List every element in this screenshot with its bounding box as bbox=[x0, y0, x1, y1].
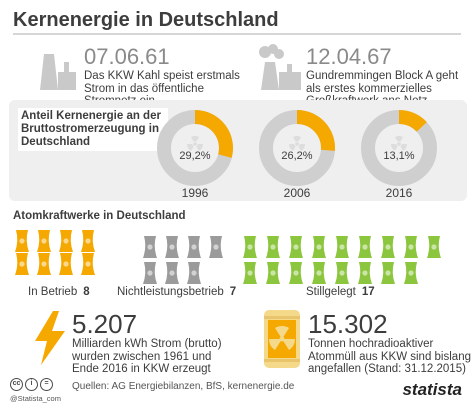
radiation-icon bbox=[391, 136, 407, 151]
radiation-icon bbox=[289, 136, 305, 151]
cooling-tower-icon bbox=[81, 230, 95, 252]
cooling-tower-icon bbox=[15, 253, 29, 275]
cooling-tower-icon bbox=[187, 262, 201, 284]
cooling-tower-icon bbox=[335, 262, 349, 284]
donut-2006: 26,2% bbox=[259, 110, 335, 186]
cooling-tower-icon bbox=[143, 236, 157, 258]
legend-non-power-operation: Nichtleistungsbetrieb 7 bbox=[117, 286, 236, 298]
cooling-tower-icon bbox=[312, 262, 326, 284]
share-label: Anteil Kernenergie an der Bruttostromerz… bbox=[18, 108, 168, 151]
donut-year: 2006 bbox=[283, 186, 311, 200]
radiation-icon bbox=[187, 136, 203, 151]
cooling-tower-icon bbox=[37, 230, 51, 252]
stat-waste-value: 15.302 bbox=[308, 309, 388, 339]
donut-share-arc bbox=[194, 110, 233, 158]
cooling-tower-icon bbox=[266, 262, 280, 284]
license-icons: cc i = bbox=[10, 378, 53, 391]
stat-text-line: Milliarden kWh Strom (brutto) bbox=[72, 338, 222, 350]
no-derivatives-icon: = bbox=[40, 378, 53, 391]
cooling-tower-icon bbox=[243, 236, 257, 258]
legend-name: Stillgelegt bbox=[306, 286, 356, 298]
cooling-tower-icon bbox=[312, 236, 326, 258]
cooling-tower-icon bbox=[289, 236, 303, 258]
stat-waste-text: Tonnen hochradioaktiver Atommüll aus KKW… bbox=[308, 338, 471, 376]
page-title: Kernenergie in Deutschland bbox=[13, 9, 279, 31]
cooling-tower-icon bbox=[358, 236, 372, 258]
donut-value-label: 29,2% bbox=[179, 150, 210, 162]
fact-text-line: als erstes kommerzielles bbox=[306, 82, 432, 95]
cooling-tower-icon bbox=[381, 262, 395, 284]
donut-share-arc bbox=[398, 110, 427, 133]
legend-in-operation: In Betrieb 8 bbox=[28, 286, 90, 298]
fact-date: 07.06.61 bbox=[84, 44, 170, 69]
cooling-tower-icon bbox=[59, 253, 73, 275]
fact-text-line: Strom in das öffentliche bbox=[84, 82, 204, 95]
fact-first-feed-in: 07.06.61 Das KKW Kahl speist erstmals St… bbox=[84, 46, 240, 108]
fact-date: 12.04.67 bbox=[306, 44, 392, 69]
legend-name: In Betrieb bbox=[28, 286, 78, 298]
statista-logo: statista bbox=[402, 380, 462, 399]
stat-text-line: wurden zwischen 1961 und bbox=[72, 350, 212, 363]
cooling-tower-icon bbox=[289, 262, 303, 284]
plant-icon-grid bbox=[15, 230, 441, 284]
cooling-tower-icon bbox=[81, 253, 95, 275]
cooling-tower-icon bbox=[165, 236, 179, 258]
stat-text-line: Ende 2016 in KKW erzeugt bbox=[72, 363, 211, 375]
cooling-tower-icon bbox=[243, 262, 257, 284]
legend-count: 17 bbox=[361, 286, 375, 298]
legend-count: 7 bbox=[229, 286, 237, 298]
stat-electricity-text: Milliarden kWh Strom (brutto) wurden zwi… bbox=[72, 338, 222, 376]
cooling-tower-icon bbox=[358, 262, 372, 284]
cooling-tower-icon bbox=[335, 236, 349, 258]
cc-icon: cc bbox=[10, 378, 23, 391]
cooling-tower-icon bbox=[266, 236, 280, 258]
legend-decommissioned: Stillgelegt 17 bbox=[306, 286, 375, 298]
share-donut-charts: 29,2% 26,2% 13,1% bbox=[157, 110, 437, 186]
donut-1996: 29,2% bbox=[157, 110, 233, 186]
donut-share-arc bbox=[296, 110, 335, 151]
cooling-tower-icon bbox=[404, 262, 418, 284]
radioactive-barrel-icon bbox=[264, 310, 300, 368]
attribution-icon: i bbox=[25, 378, 38, 391]
donut-value-label: 26,2% bbox=[281, 150, 312, 162]
cooling-tower-icon bbox=[15, 230, 29, 252]
stat-text-line: Atommüll aus KKW sind bislang bbox=[308, 350, 471, 363]
stat-electricity-value: 5.207 bbox=[72, 309, 138, 339]
cooling-tower-icon bbox=[37, 253, 51, 275]
fact-text-line: Das KKW Kahl speist erstmals bbox=[84, 70, 240, 82]
donut-year: 2016 bbox=[385, 186, 413, 200]
donut-2016: 13,1% bbox=[361, 110, 437, 186]
stat-text-line: angefallen (Stand: 31.12.2015) bbox=[308, 363, 466, 375]
footer-site: @Statista_com bbox=[10, 394, 61, 403]
cooling-tower-icon bbox=[165, 262, 179, 284]
legend-name: Nichtleistungsbetrieb bbox=[117, 286, 224, 298]
legend-count: 8 bbox=[83, 286, 90, 298]
plants-label: Atomkraftwerke in Deutschland bbox=[13, 210, 186, 222]
cooling-tower-icon bbox=[427, 236, 441, 258]
cooling-tower-icon bbox=[59, 230, 73, 252]
title-divider bbox=[13, 33, 461, 35]
stat-text-line: Tonnen hochradioaktiver bbox=[308, 338, 434, 350]
cooling-tower-icon bbox=[187, 236, 201, 258]
fact-text-line: Gundremmingen Block A geht bbox=[306, 70, 459, 82]
cooling-tower-icon bbox=[404, 236, 418, 258]
power-plant-smoke-icon bbox=[259, 44, 301, 90]
cooling-tower-icon bbox=[143, 262, 157, 284]
power-plant-icon bbox=[40, 54, 76, 90]
donut-year: 1996 bbox=[181, 186, 209, 200]
footer-source: Quellen: AG Energiebilanzen, BfS, kernen… bbox=[72, 381, 295, 392]
lightning-icon bbox=[35, 311, 65, 365]
cooling-tower-icon bbox=[209, 236, 223, 258]
donut-value-label: 13,1% bbox=[383, 150, 414, 162]
cooling-tower-icon bbox=[381, 236, 395, 258]
